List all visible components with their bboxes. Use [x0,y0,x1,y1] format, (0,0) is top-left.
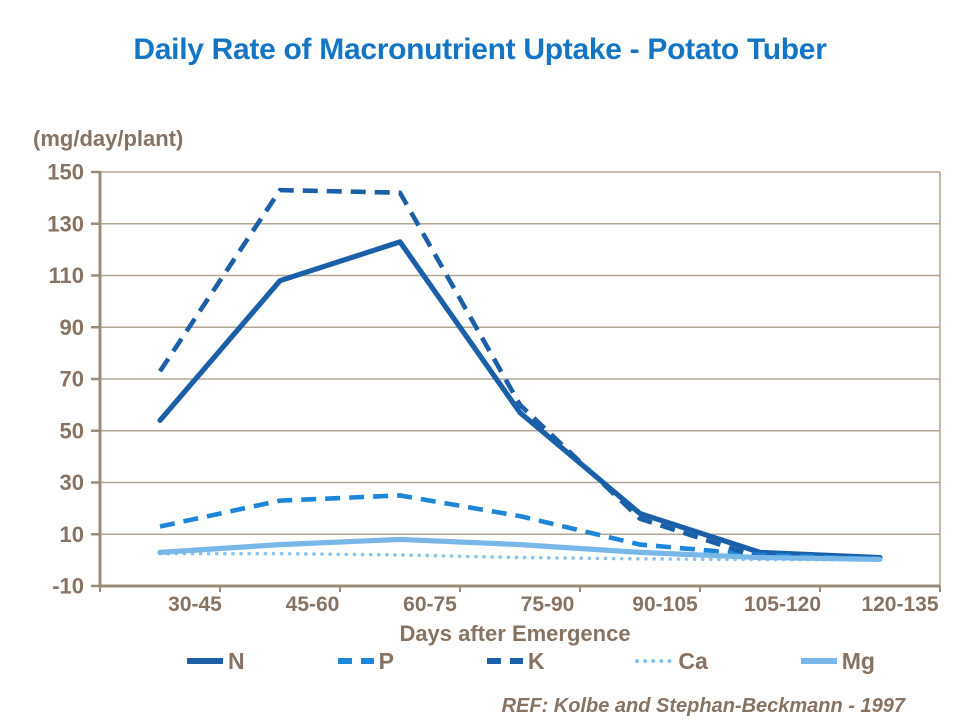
y-tick-label: 90 [60,315,84,340]
legend-item-N: N [185,648,245,675]
series-line-N [157,239,883,561]
y-axis-unit-label: (mg/day/plant) [33,126,184,151]
legend-swatch-Ca [635,659,676,663]
legend-label-K: K [527,647,545,674]
y-tick-label: 150 [47,160,84,185]
y-tick-label: 70 [60,367,84,392]
legend-swatch-N [187,658,223,664]
chart-legend: N P K Ca Mg [185,646,875,676]
y-tick-label: -10 [52,574,84,599]
x-category-label: 90-105 [632,593,698,616]
x-category-label: 45-60 [286,593,340,616]
legend-item-K: K [485,647,545,675]
legend-item-Ca: Ca [635,647,708,675]
legend-swatch-P [337,658,374,664]
y-tick-label: 110 [49,263,85,288]
x-category-label: 75-90 [521,593,575,616]
x-category-label: 120-135 [861,593,938,616]
x-category-label: 30-45 [168,593,222,616]
series-line-Mg [157,536,883,562]
legend-swatch-K [486,658,523,664]
legend-label-P: P [378,647,394,674]
legend-label-Ca: Ca [678,647,708,674]
y-tick-label: 10 [60,522,84,547]
x-category-label: 105-120 [744,593,821,616]
legend-swatch-Mg [800,658,837,664]
series-line-P [159,493,881,562]
reference-note: REF: Kolbe and Stephan-Beckmann - 1997 [501,695,905,717]
y-tick-label: 130 [47,211,84,236]
legend-label-Mg: Mg [841,647,875,674]
y-tick-label: 50 [60,418,84,443]
legend-label-N: N [228,647,245,674]
x-category-label: 60-75 [403,593,457,616]
x-axis-title: Days after Emergence [399,621,631,646]
y-tick-label: 30 [60,470,84,495]
legend-item-Mg: Mg [799,648,875,675]
legend-item-P: P [336,648,394,675]
chart-title: Daily Rate of Macronutrient Uptake - Pot… [133,33,827,66]
